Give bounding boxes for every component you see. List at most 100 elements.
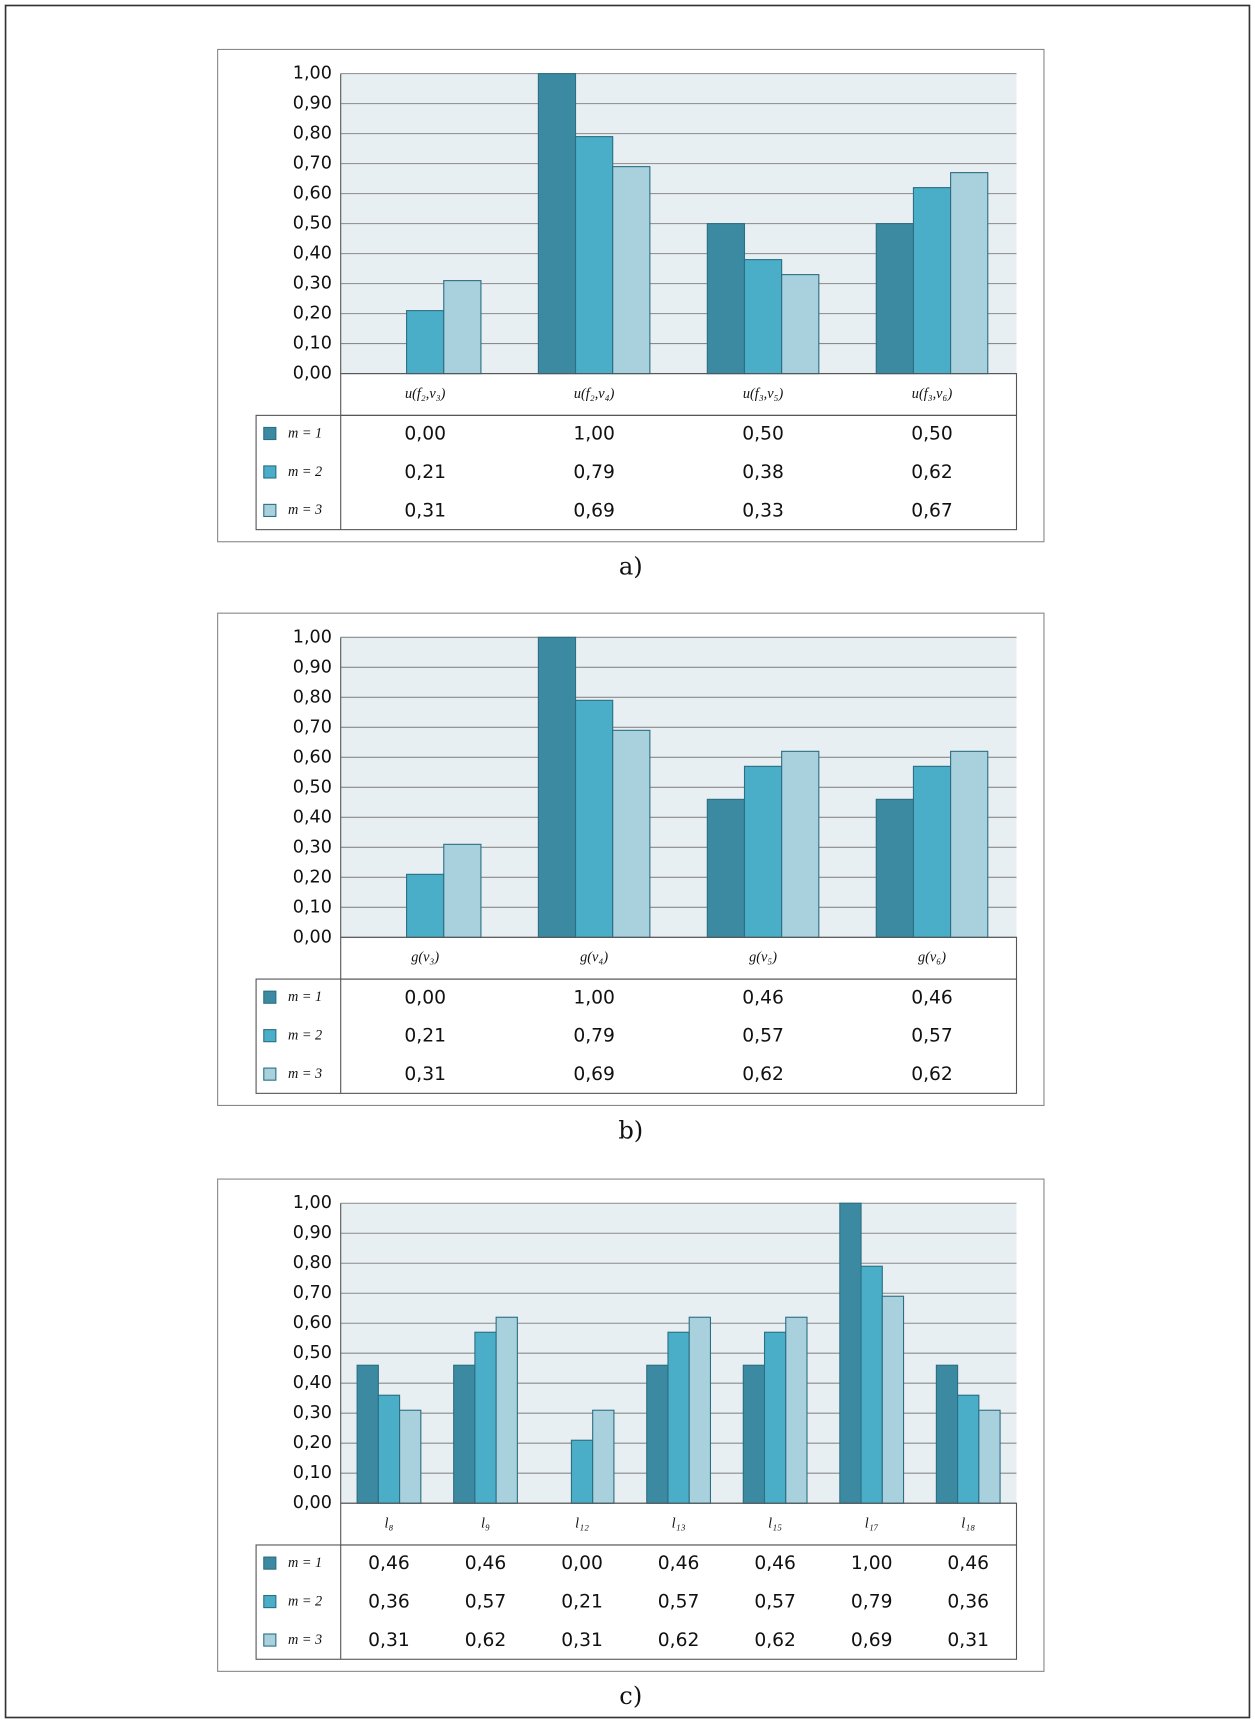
bar [875,798,914,938]
y-tick-label: 0,80 [293,687,332,707]
value-label: 0,21 [404,1026,446,1047]
bar [592,1409,615,1504]
y-tick-label: 0,60 [293,1313,332,1333]
bar [785,1316,808,1504]
bar [950,172,989,375]
value-label: 0,50 [742,424,784,445]
bar [356,1364,379,1504]
value-label: 0,57 [742,1026,784,1047]
bar [667,1331,690,1504]
legend-swatch [263,465,277,479]
y-tick-label: 0,60 [293,184,332,204]
y-tick-label: 0,30 [293,1403,332,1423]
bar [474,1331,497,1504]
value-label: 0,31 [947,1630,989,1651]
x-tick-label: l₉ [481,1515,490,1531]
x-tick-label: g(v₄) [580,949,608,965]
y-tick-label: 1,00 [293,1193,332,1213]
value-label: 0,46 [658,1553,700,1574]
y-tick-label: 0,50 [293,214,332,234]
bar [570,1439,594,1504]
value-label: 0,62 [911,1064,953,1085]
legend-swatch [263,1556,277,1570]
value-label: 0,46 [742,987,784,1008]
bar [781,750,820,938]
x-tick-label: u(f₃,v₅) [743,386,784,402]
value-label: 0,31 [368,1630,410,1651]
value-label: 0,00 [404,424,446,445]
bar [495,1316,518,1504]
value-label: 0,57 [658,1592,700,1613]
x-tick-label: u(f₃,v₆) [912,386,953,402]
bar [399,1409,422,1504]
value-label: 0,62 [911,462,953,483]
value-label: 1,00 [573,987,615,1008]
x-tick-label: l₁₅ [768,1515,782,1531]
y-tick-label: 0,00 [293,1493,332,1513]
legend-label: m = 3 [288,1632,322,1648]
bar [537,73,577,375]
y-tick-label: 0,60 [293,747,332,767]
x-tick-label: u(f₂,v₃) [405,386,446,402]
value-label: 0,79 [573,462,615,483]
x-tick-label: g(v₅) [749,949,777,965]
y-tick-label: 0,30 [293,837,332,857]
caption: a) [619,553,643,581]
bar [743,765,783,938]
legend-swatch [263,503,277,518]
y-tick-label: 0,20 [293,304,332,324]
y-tick-label: 0,70 [293,717,332,737]
bar [443,280,482,375]
x-tick-label: g(v₃) [411,949,439,965]
bar [935,1364,959,1504]
value-label: 0,62 [465,1630,507,1651]
x-tick-label: g(v₆) [918,949,946,965]
x-tick-label: l₁₂ [575,1515,589,1531]
y-tick-label: 0,20 [293,867,332,887]
bar [377,1394,401,1504]
bar [612,729,651,938]
legend-swatch [263,1594,277,1609]
y-tick-label: 0,20 [293,1433,332,1453]
value-label: 0,36 [368,1592,410,1613]
bar [860,1265,883,1504]
legend-label: m = 2 [288,1027,322,1043]
value-label: 0,79 [573,1026,615,1047]
value-label: 0,69 [573,500,615,521]
value-label: 0,38 [742,462,784,483]
bar [978,1409,1001,1504]
value-label: 0,00 [404,987,446,1008]
data-table [255,978,1018,1094]
value-label: 0,50 [911,424,953,445]
data-table [255,1544,1018,1660]
value-label: 0,57 [754,1592,796,1613]
y-tick-label: 0,50 [293,777,332,797]
value-label: 0,46 [368,1553,410,1574]
legend-label: m = 2 [288,464,322,480]
bar [688,1316,712,1504]
bar [443,843,482,938]
value-label: 0,67 [911,500,953,521]
x-tick-label: l₁₇ [865,1515,879,1531]
legend-label: m = 1 [288,1555,322,1571]
y-tick-label: 0,40 [293,807,332,827]
bar [743,259,783,375]
bar [742,1364,766,1504]
bar [957,1394,980,1504]
legend-label: m = 3 [288,502,322,518]
value-label: 0,36 [947,1592,989,1613]
y-tick-label: 1,00 [293,627,332,647]
bar [574,136,614,375]
y-tick-label: 0,10 [293,897,332,917]
x-tick-label: l₁₃ [672,1515,686,1531]
bar [839,1202,862,1504]
bar [912,765,952,938]
value-label: 0,69 [851,1630,893,1651]
y-tick-label: 0,70 [293,154,332,174]
y-tick-label: 0,50 [293,1343,332,1363]
y-tick-label: 0,40 [293,1373,332,1393]
caption: c) [619,1682,642,1710]
legend-swatch [263,426,277,441]
